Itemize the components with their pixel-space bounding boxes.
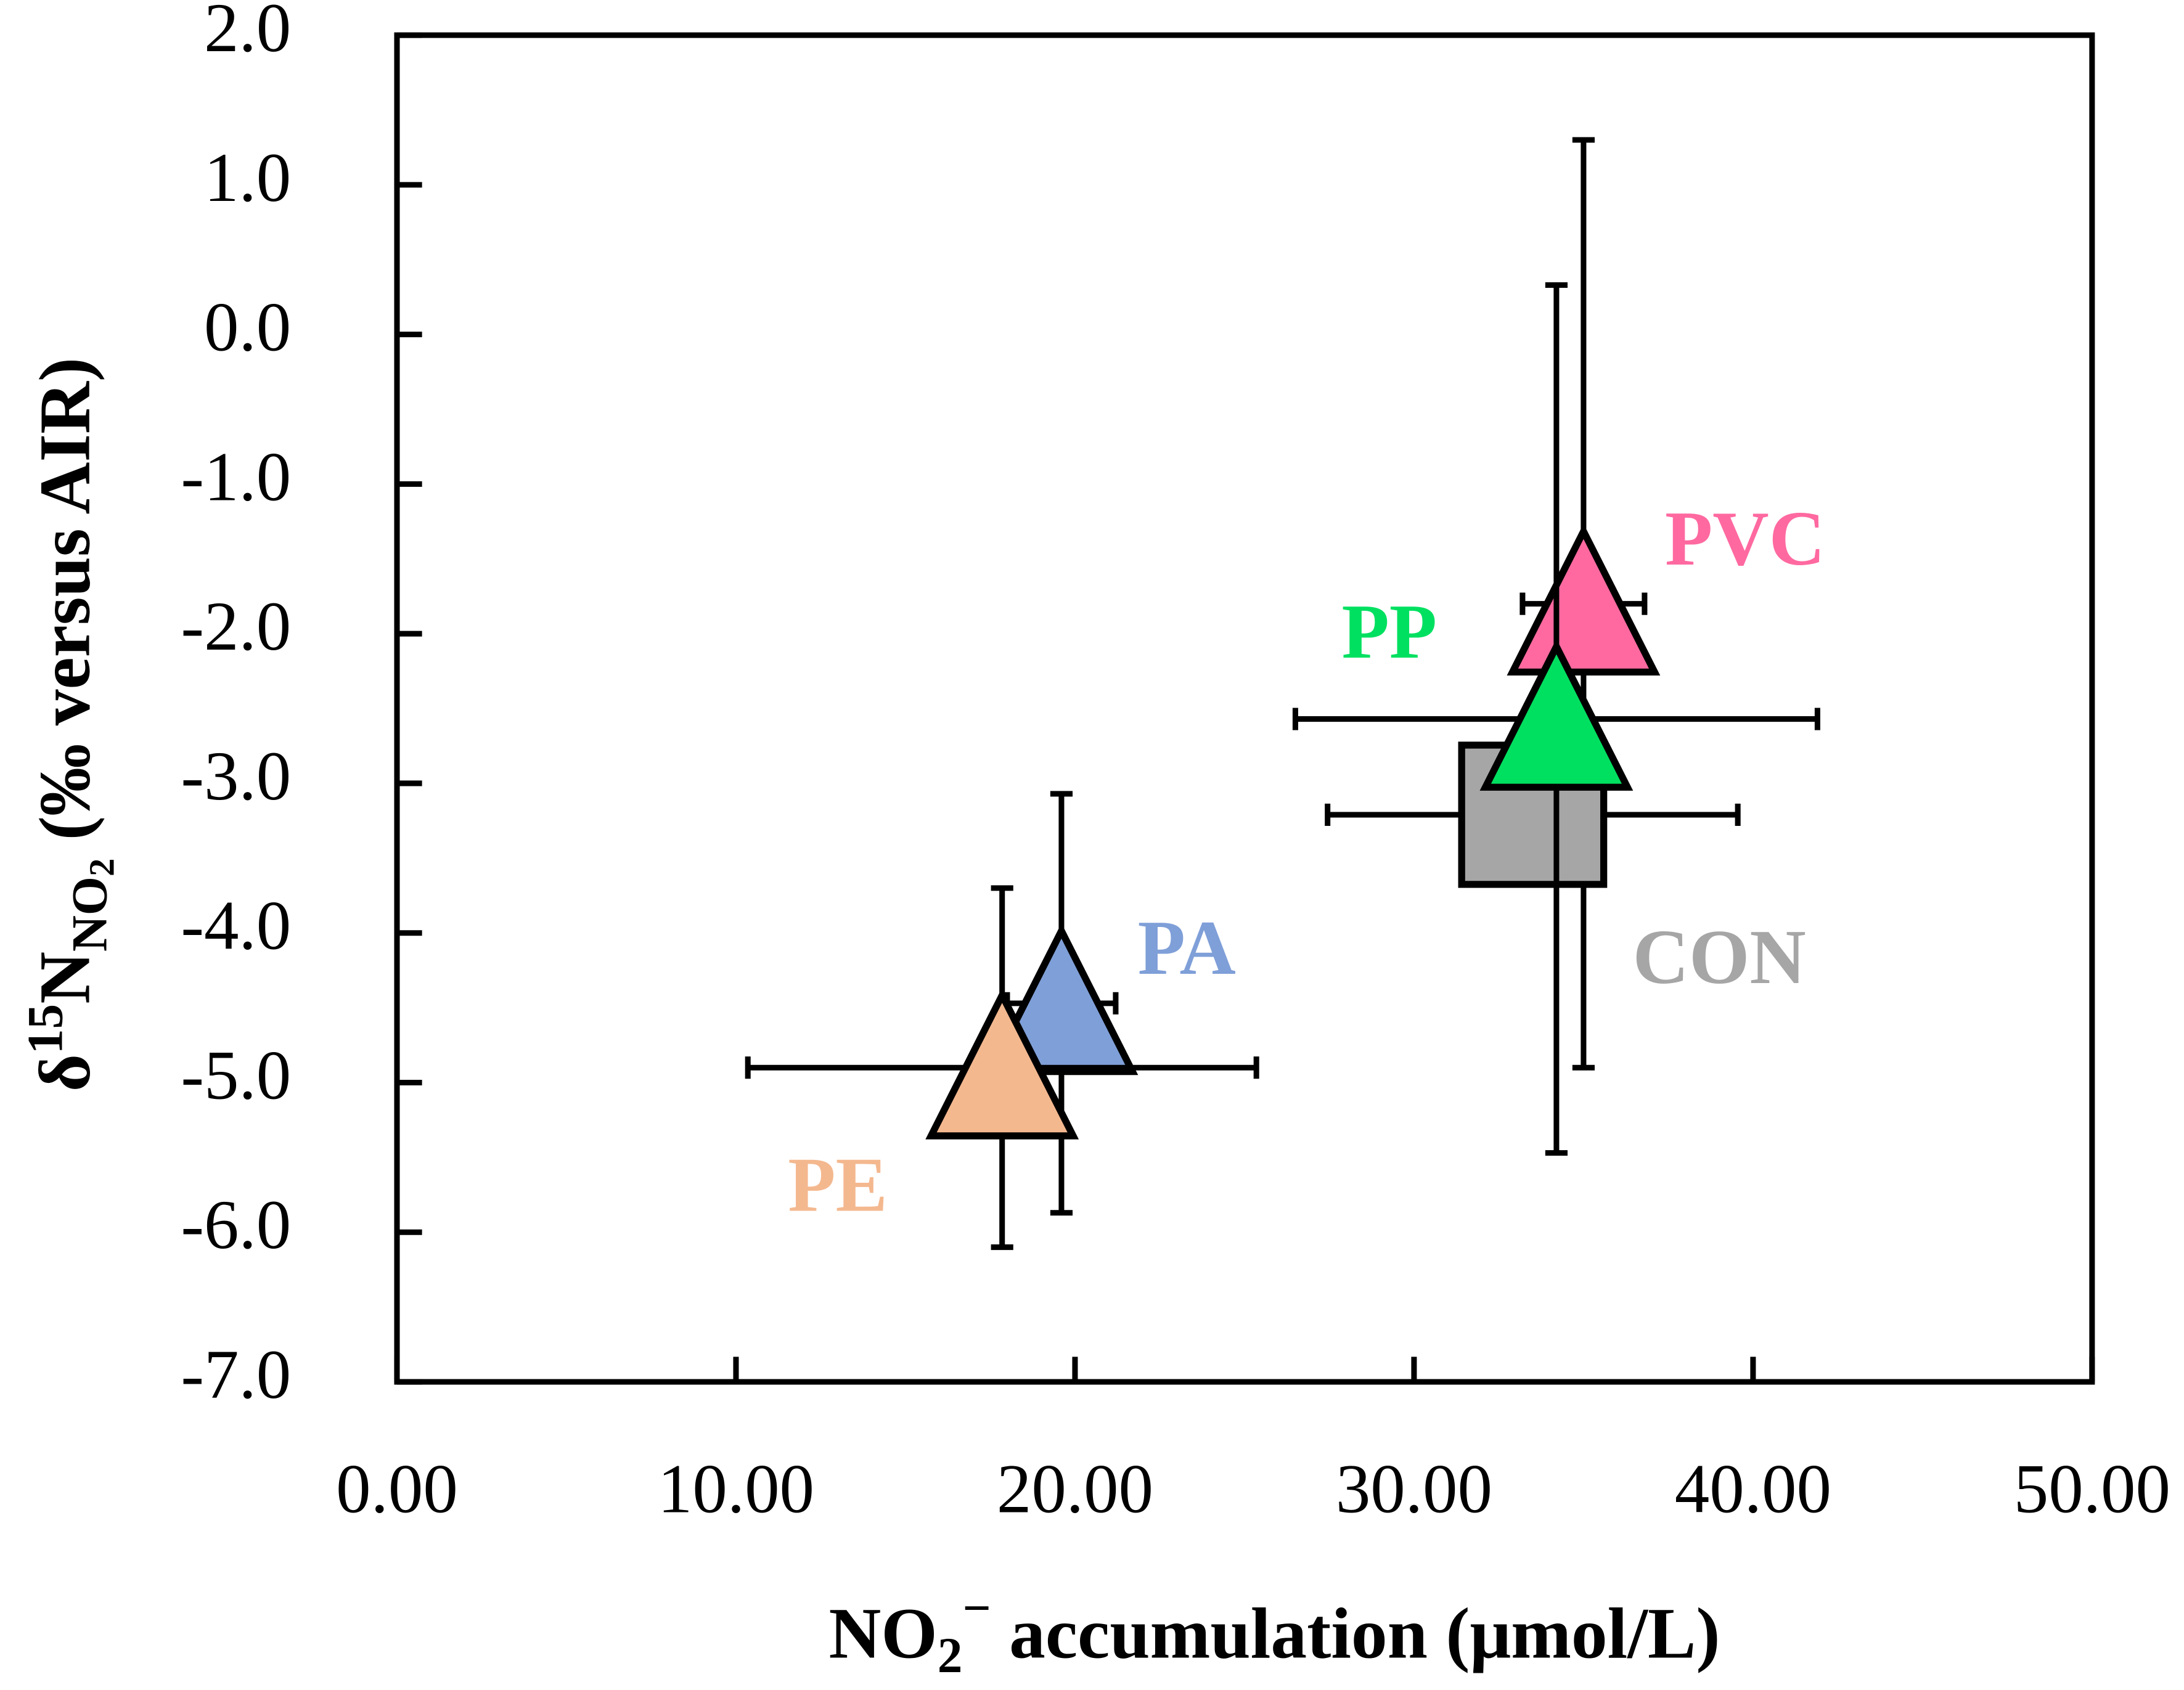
y-title-part: δ bbox=[25, 1054, 105, 1092]
y-title-sup: 15 bbox=[17, 1004, 73, 1054]
x-title-part: accumulation (μmol/L) bbox=[991, 1593, 1720, 1673]
y-tick-label: -4.0 bbox=[181, 888, 291, 965]
x-title-sup: − bbox=[962, 1580, 991, 1636]
y-title-subsub: 2 bbox=[82, 859, 122, 876]
point bbox=[1479, 639, 1634, 791]
plot-frame bbox=[394, 32, 2095, 1385]
y-tick-label: -6.0 bbox=[181, 1186, 291, 1263]
y-tick-label: 1.0 bbox=[204, 139, 291, 216]
y-title-part: N bbox=[25, 952, 105, 1004]
y-axis-title: δ15NNO2 (‰ versus AIR) bbox=[17, 357, 122, 1092]
y-tick-label: -3.0 bbox=[181, 738, 291, 815]
y-tick-label: 2.0 bbox=[204, 0, 291, 67]
y-tick-label: -5.0 bbox=[181, 1037, 291, 1114]
y-tick-label: -7.0 bbox=[181, 1336, 291, 1413]
x-tick-label: 40.00 bbox=[1675, 1450, 1831, 1527]
x-tick-label: 10.00 bbox=[658, 1450, 814, 1527]
point bbox=[925, 987, 1079, 1140]
x-tick-label: 20.00 bbox=[997, 1450, 1153, 1527]
y-title-part: (‰ versus AIR) bbox=[25, 357, 105, 859]
point-label: PP bbox=[1341, 589, 1437, 675]
x-axis-title: NO2− accumulation (μmol/L) bbox=[829, 1580, 1720, 1683]
y-tick-label: 0.0 bbox=[204, 289, 291, 366]
y-tick-label: -1.0 bbox=[181, 438, 291, 515]
x-title-part: NO bbox=[829, 1593, 938, 1673]
x-tick-label: 30.00 bbox=[1336, 1450, 1492, 1527]
x-tick-label: 0.00 bbox=[336, 1450, 458, 1527]
point-label: CON bbox=[1633, 914, 1806, 1000]
point-label: PA bbox=[1138, 905, 1236, 991]
point-label: PVC bbox=[1665, 496, 1825, 582]
x-title-sub: 2 bbox=[938, 1628, 963, 1683]
y-title-sub: NO bbox=[62, 876, 117, 952]
point bbox=[1507, 523, 1661, 676]
x-tick-label: 50.00 bbox=[2014, 1450, 2170, 1527]
y-tick-label: -2.0 bbox=[181, 588, 291, 665]
point-label: PE bbox=[788, 1142, 888, 1228]
